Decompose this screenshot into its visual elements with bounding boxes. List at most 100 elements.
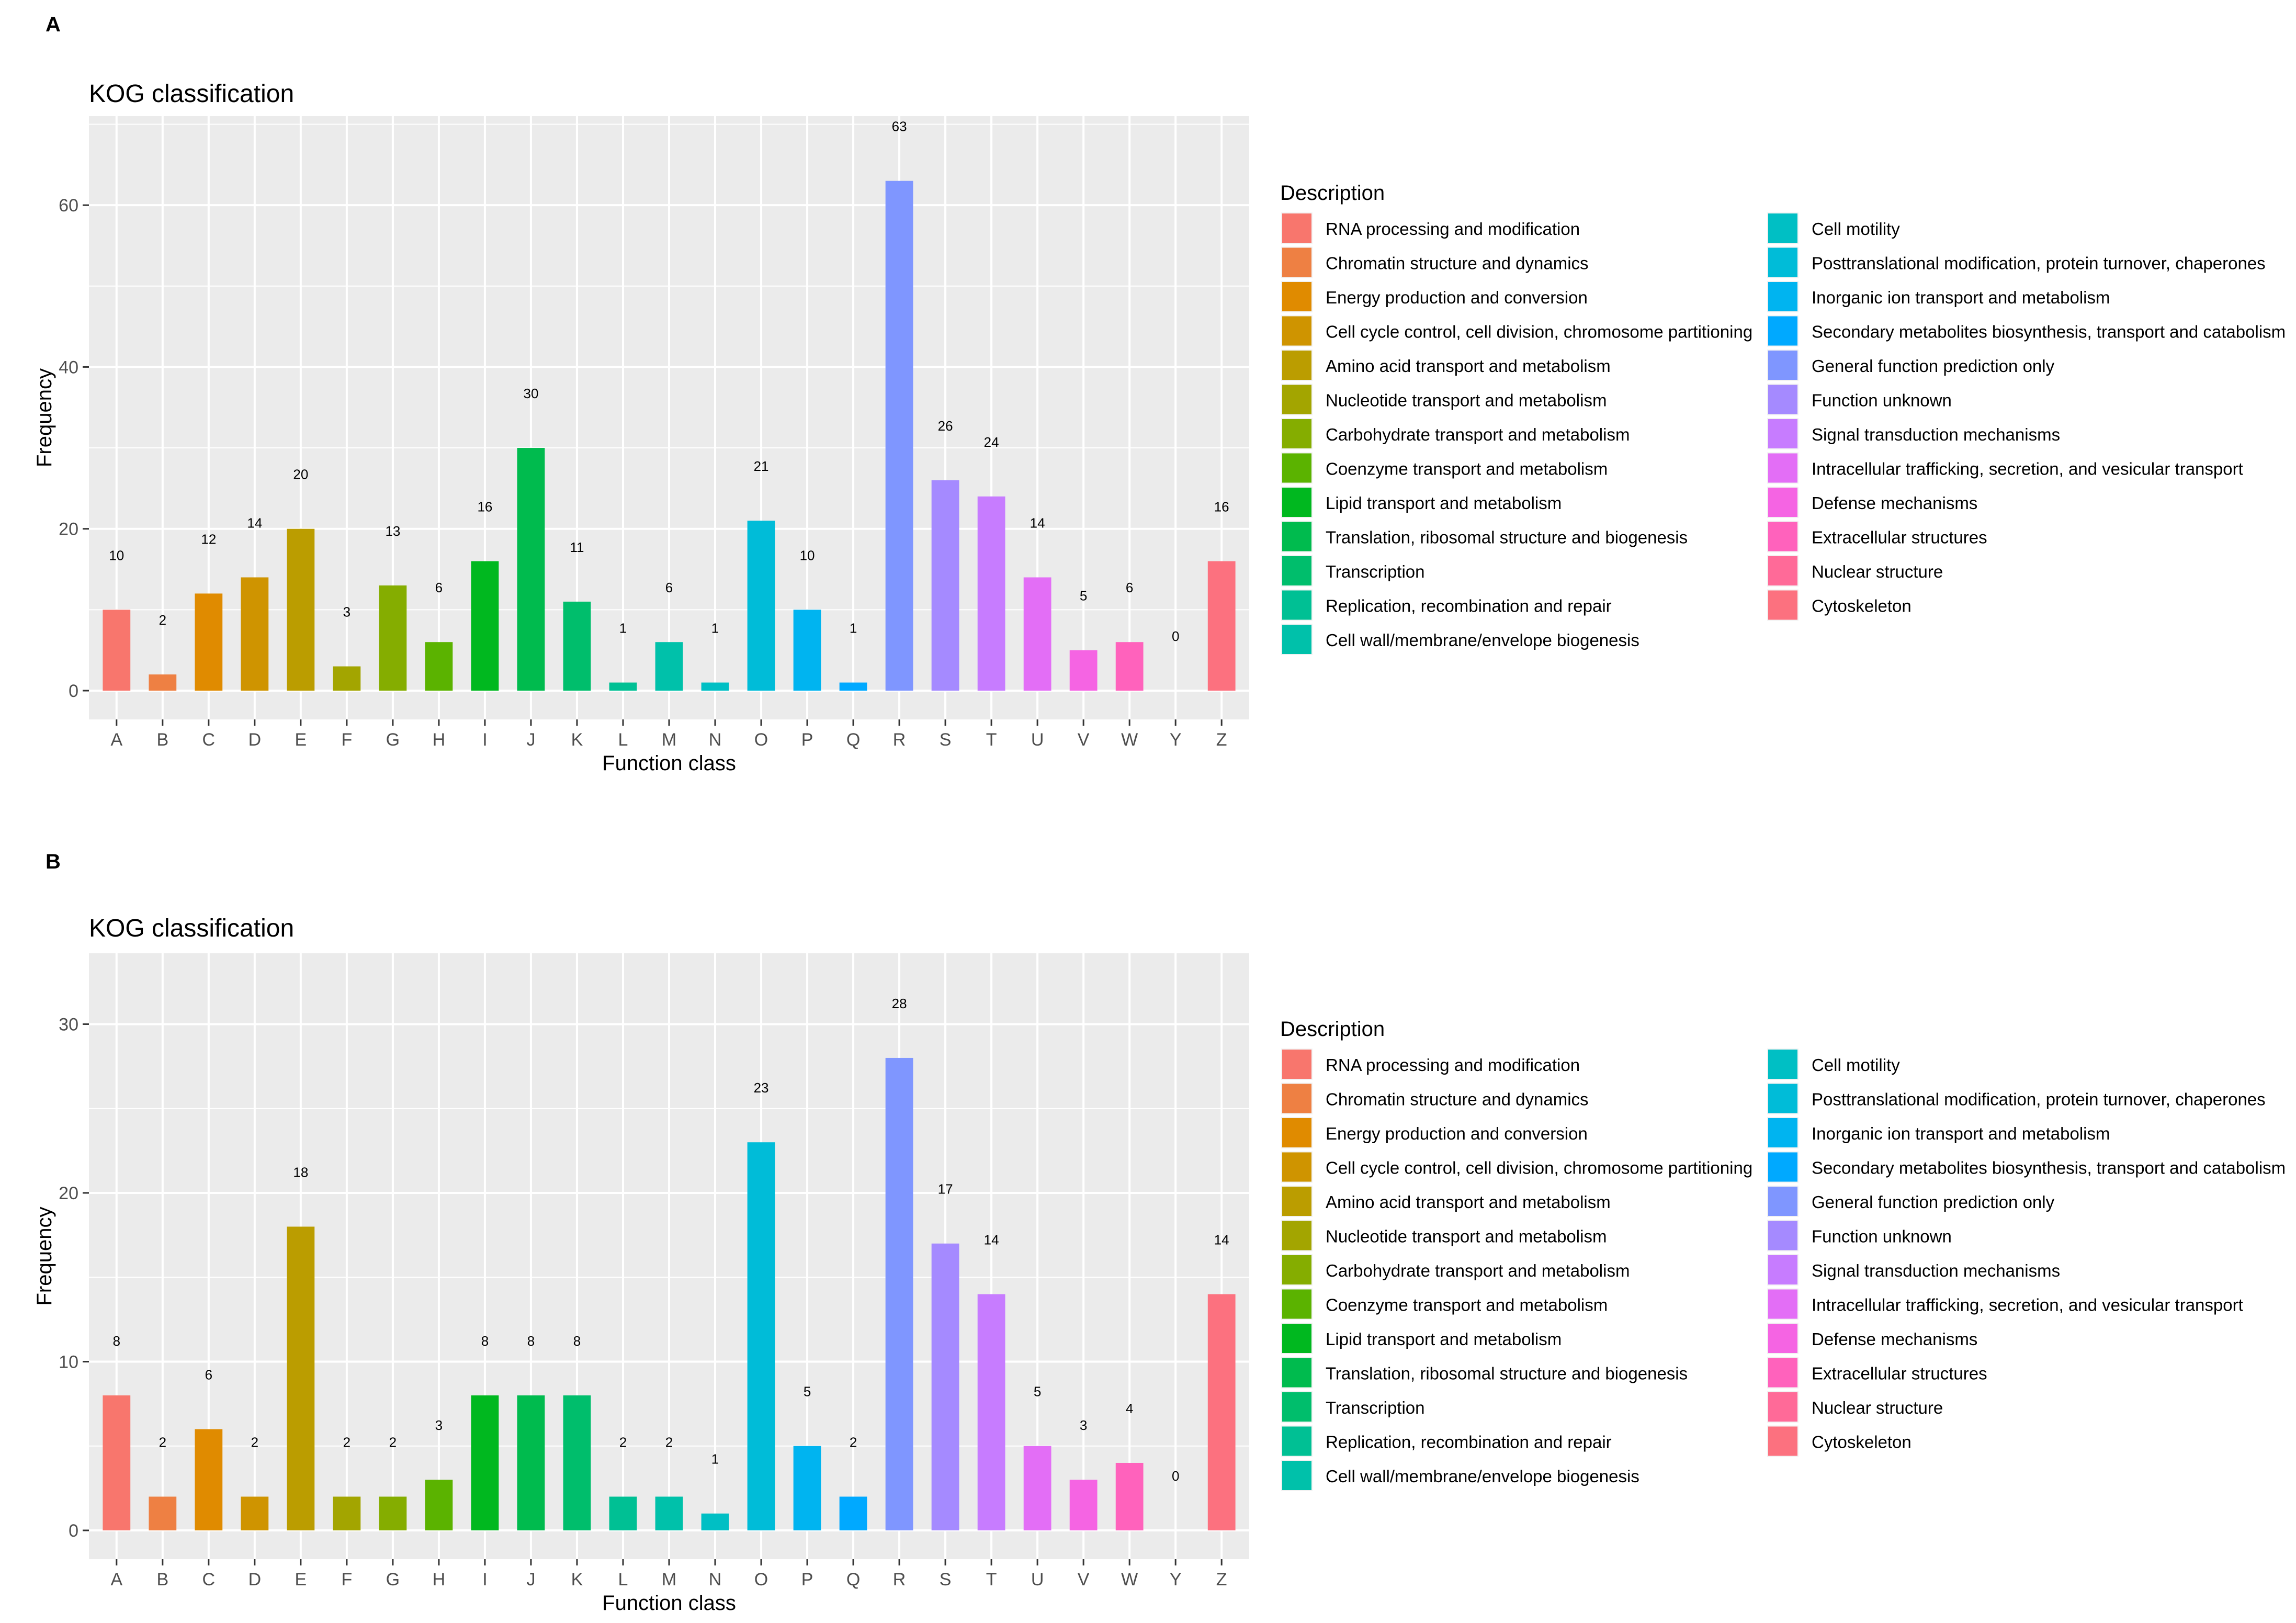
legend-swatch bbox=[1282, 1358, 1311, 1388]
bar-P bbox=[793, 610, 821, 691]
legend-swatch bbox=[1282, 1289, 1311, 1319]
legend-swatch bbox=[1768, 590, 1797, 620]
legend-swatch bbox=[1768, 1084, 1797, 1113]
bar-value-label: 14 bbox=[984, 1232, 999, 1247]
legend-swatch bbox=[1282, 453, 1311, 483]
legend-swatch bbox=[1768, 1324, 1797, 1353]
x-tick-label: B bbox=[156, 1570, 168, 1590]
x-tick-label: N bbox=[709, 730, 722, 750]
legend-label: Cell wall/membrane/envelope biogenesis bbox=[1326, 630, 1639, 650]
bar-H bbox=[425, 1480, 453, 1530]
legend-swatch bbox=[1768, 351, 1797, 380]
legend-item: Lipid transport and metabolism bbox=[1281, 1323, 1562, 1354]
legend-label: Energy production and conversion bbox=[1326, 1124, 1588, 1143]
bar-J bbox=[517, 1395, 545, 1530]
bar-P bbox=[793, 1446, 821, 1530]
legend-swatch bbox=[1768, 1426, 1797, 1456]
x-tick-label: Q bbox=[846, 1570, 860, 1590]
legend-item: Nuclear structure bbox=[1767, 555, 1943, 587]
x-tick-label: I bbox=[482, 1570, 487, 1590]
bar-value-label: 6 bbox=[435, 580, 443, 595]
x-tick-label: P bbox=[801, 730, 813, 750]
bar-V bbox=[1069, 1480, 1098, 1530]
bar-G bbox=[379, 1496, 407, 1530]
legend-swatch bbox=[1768, 556, 1797, 585]
x-tick-label: C bbox=[202, 730, 216, 750]
legend-label: Amino acid transport and metabolism bbox=[1326, 1192, 1611, 1212]
legend-item: Energy production and conversion bbox=[1281, 1117, 1588, 1148]
x-tick-label: Y bbox=[1170, 730, 1182, 750]
legend-label: Amino acid transport and metabolism bbox=[1326, 356, 1611, 376]
bar-value-label: 0 bbox=[1172, 628, 1179, 644]
legend-label: Nucleotide transport and metabolism bbox=[1326, 391, 1607, 410]
legend-title: Description bbox=[1280, 182, 1385, 205]
legend-item: Transcription bbox=[1281, 1391, 1425, 1423]
bar-value-label: 3 bbox=[435, 1417, 443, 1433]
x-tick-label: K bbox=[571, 730, 583, 750]
bar-value-label: 3 bbox=[1080, 1417, 1087, 1433]
x-tick-label: D bbox=[248, 1570, 262, 1590]
legend-label: Inorganic ion transport and metabolism bbox=[1812, 288, 2110, 307]
bar-M bbox=[655, 642, 683, 691]
legend-label: Replication, recombination and repair bbox=[1326, 1433, 1612, 1452]
bar-M bbox=[655, 1496, 683, 1530]
legend-swatch bbox=[1768, 1289, 1797, 1319]
y-tick-label: 40 bbox=[59, 357, 78, 377]
legend-item: Carbohydrate transport and metabolism bbox=[1281, 418, 1630, 449]
y-axis-label: Frequency bbox=[33, 1207, 56, 1306]
legend-label: Function unknown bbox=[1812, 391, 1952, 410]
legend-label: Intracellular trafficking, secretion, an… bbox=[1812, 1295, 2243, 1315]
legend-label: Signal transduction mechanisms bbox=[1812, 425, 2060, 444]
legend-item: Cell cycle control, cell division, chrom… bbox=[1281, 1151, 1752, 1183]
bar-value-label: 2 bbox=[251, 1434, 258, 1450]
legend-item: General function prediction only bbox=[1767, 350, 2055, 381]
legend-label: Replication, recombination and repair bbox=[1326, 596, 1612, 616]
legend-label: Secondary metabolites biosynthesis, tran… bbox=[1812, 1158, 2286, 1178]
legend-swatch bbox=[1282, 282, 1311, 311]
bar-Z bbox=[1207, 1294, 1236, 1530]
legend-label: Cell motility bbox=[1812, 219, 1900, 239]
bar-value-label: 14 bbox=[1214, 1232, 1229, 1247]
legend-swatch bbox=[1282, 1461, 1311, 1490]
legend-item: Extracellular structures bbox=[1767, 1357, 1987, 1389]
legend-label: Posttranslational modification, protein … bbox=[1812, 254, 2266, 273]
legend-swatch bbox=[1282, 1392, 1311, 1422]
legend-label: Nuclear structure bbox=[1812, 562, 1943, 581]
bar-Z bbox=[1207, 561, 1236, 691]
bar-T bbox=[977, 496, 1005, 691]
bar-value-label: 2 bbox=[159, 612, 166, 628]
bar-value-label: 1 bbox=[850, 621, 857, 636]
bar-value-label: 4 bbox=[1126, 1401, 1133, 1416]
bar-R bbox=[885, 1057, 913, 1530]
legend-item: Defense mechanisms bbox=[1767, 1323, 1977, 1354]
legend-swatch bbox=[1282, 316, 1311, 346]
legend-label: RNA processing and modification bbox=[1326, 219, 1580, 239]
legend-label: Posttranslational modification, protein … bbox=[1812, 1090, 2266, 1109]
legend-swatch bbox=[1768, 488, 1797, 517]
legend-label: Translation, ribosomal structure and bio… bbox=[1326, 1364, 1688, 1383]
x-tick-label: E bbox=[295, 1570, 307, 1590]
x-axis-label: Function class bbox=[602, 1592, 736, 1615]
bar-Q bbox=[839, 1496, 867, 1530]
bar-R bbox=[885, 181, 913, 691]
x-tick-label: Z bbox=[1216, 1570, 1227, 1590]
bar-value-label: 14 bbox=[247, 515, 262, 531]
bar-value-label: 2 bbox=[389, 1434, 397, 1450]
legend-item: Coenzyme transport and metabolism bbox=[1281, 1288, 1608, 1320]
x-tick-label: Q bbox=[846, 730, 860, 750]
legend-item: Lipid transport and metabolism bbox=[1281, 487, 1562, 518]
legend-swatch bbox=[1282, 1255, 1311, 1284]
legend-item: Translation, ribosomal structure and bio… bbox=[1281, 1357, 1688, 1389]
x-tick-label: Z bbox=[1216, 730, 1227, 750]
bar-value-label: 63 bbox=[892, 119, 907, 134]
legend-item: Replication, recombination and repair bbox=[1281, 589, 1612, 621]
panel-label: B bbox=[46, 850, 61, 873]
x-tick-label: I bbox=[482, 730, 487, 750]
y-tick-label: 20 bbox=[59, 1184, 78, 1203]
bar-value-label: 2 bbox=[159, 1434, 166, 1450]
legend-item: Posttranslational modification, protein … bbox=[1767, 1083, 2266, 1114]
legend-swatch bbox=[1282, 488, 1311, 517]
bar-K bbox=[563, 601, 591, 691]
